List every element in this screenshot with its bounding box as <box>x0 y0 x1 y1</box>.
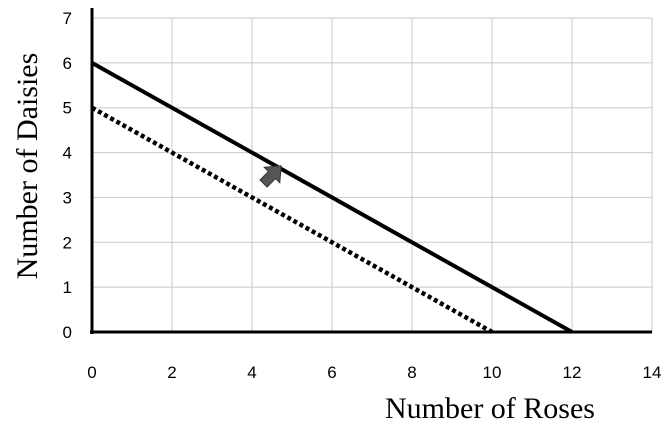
y-tick-label-0: 0 <box>63 323 72 342</box>
y-tick-label-1: 1 <box>63 278 72 297</box>
y-axis-label: Number of Daisies <box>11 53 44 280</box>
series-line-dotted <box>90 105 494 334</box>
grid <box>92 17 653 332</box>
arrow-icon <box>259 165 282 188</box>
annotations <box>259 165 282 188</box>
axes <box>90 8 652 334</box>
x-tick-label-12: 12 <box>563 363 582 382</box>
x-tick-label-10: 10 <box>483 363 502 382</box>
x-axis-label: Number of Roses <box>385 392 595 425</box>
x-tick-label-14: 14 <box>643 363 662 382</box>
y-tick-label-4: 4 <box>63 144 72 163</box>
series-line-solid <box>91 61 573 334</box>
y-tick-label-6: 6 <box>63 54 72 73</box>
y-tick-label-2: 2 <box>63 233 72 252</box>
x-tick-label-4: 4 <box>247 363 256 382</box>
arrow-annotation-0 <box>259 165 282 188</box>
y-tick-label-7: 7 <box>63 9 72 28</box>
x-tick-label-6: 6 <box>327 363 336 382</box>
x-tick-label-2: 2 <box>167 363 176 382</box>
x-tick-label-8: 8 <box>407 363 416 382</box>
y-tick-label-5: 5 <box>63 99 72 118</box>
series-group <box>90 61 573 334</box>
y-tick-label-3: 3 <box>63 188 72 207</box>
x-tick-label-0: 0 <box>87 363 96 382</box>
